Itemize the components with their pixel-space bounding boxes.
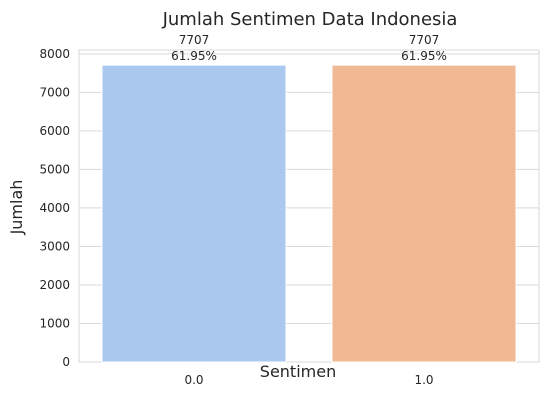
data-label-count: 7707 (179, 33, 210, 47)
bar (331, 64, 517, 363)
bars (101, 64, 517, 363)
y-axis-label: Jumlah (7, 180, 26, 236)
y-tick-label: 3000 (39, 239, 70, 253)
data-label-count: 7707 (409, 33, 440, 47)
bar (101, 64, 287, 363)
data-label-percent: 61.95% (171, 49, 217, 63)
chart-title: Jumlah Sentimen Data Indonesia (162, 9, 458, 30)
plot-area (78, 49, 540, 363)
y-tick-label: 7000 (39, 85, 70, 99)
y-tick-label: 0 (62, 355, 70, 369)
y-tick-label: 5000 (39, 162, 70, 176)
x-tick-label: 1.0 (414, 373, 433, 387)
x-axis-label: Sentimen (260, 362, 336, 381)
y-tick-label: 8000 (39, 47, 70, 61)
data-label-percent: 61.95% (401, 49, 447, 63)
y-tick-label: 6000 (39, 124, 70, 138)
x-tick-label: 0.0 (184, 373, 203, 387)
y-tick-label: 4000 (39, 201, 70, 215)
y-tick-labels: 0 1000 2000 3000 4000 5000 6000 7000 8000 (39, 47, 70, 369)
y-tick-label: 2000 (39, 278, 70, 292)
x-tick-labels: 0.0 1.0 (184, 373, 433, 387)
y-tick-label: 1000 (39, 316, 70, 330)
data-labels: 7707 61.95% 7707 61.95% (171, 33, 447, 63)
